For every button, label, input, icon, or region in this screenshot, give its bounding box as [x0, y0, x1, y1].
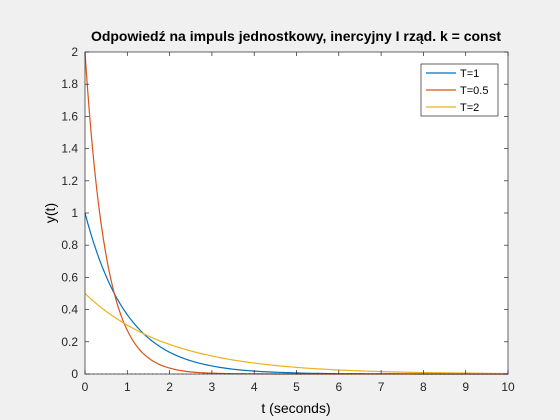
x-tick-label-1: 1 [124, 380, 131, 394]
x-tick-label-6: 6 [335, 380, 342, 394]
x-axis-label: t (seconds) [261, 400, 330, 416]
y-tick-label-9: 1.8 [61, 77, 78, 91]
axes-box [84, 51, 509, 375]
x-tick-label-10: 10 [501, 380, 515, 394]
y-tick-label-10: 2 [71, 45, 78, 59]
y-tick-label-1: 0.2 [61, 335, 78, 349]
y-tick-label-4: 0.8 [61, 238, 78, 252]
x-tick-label-0: 0 [82, 380, 89, 394]
y-axis-label: y(t) [42, 203, 58, 223]
y-tick-label-7: 1.4 [61, 142, 78, 156]
y-tick-label-6: 1.2 [61, 174, 78, 188]
chart-title: Odpowiedź na impuls jednostkowy, inercyj… [91, 28, 501, 44]
y-tick-label-2: 0.4 [61, 303, 78, 317]
legend-label-t2: T=2 [460, 102, 479, 114]
series-line-2 [84, 293, 509, 375]
legend[interactable]: T=1 T=0.5 T=2 [420, 63, 499, 117]
x-tick-label-7: 7 [378, 380, 385, 394]
x-tick-label-3: 3 [209, 380, 216, 394]
x-tick-label-9: 9 [462, 380, 469, 394]
y-tick-label-0: 0 [71, 367, 78, 381]
y-tick-label-5: 1 [71, 206, 78, 220]
legend-label-t05: T=0.5 [460, 85, 488, 97]
x-tick-label-4: 4 [251, 380, 258, 394]
legend-label-t1: T=1 [460, 68, 479, 80]
y-tick-label-3: 0.6 [61, 270, 78, 284]
x-tick-label-8: 8 [420, 380, 427, 394]
x-tick-label-2: 2 [166, 380, 173, 394]
y-tick-label-8: 1.6 [61, 109, 78, 123]
x-tick-label-5: 5 [293, 380, 300, 394]
